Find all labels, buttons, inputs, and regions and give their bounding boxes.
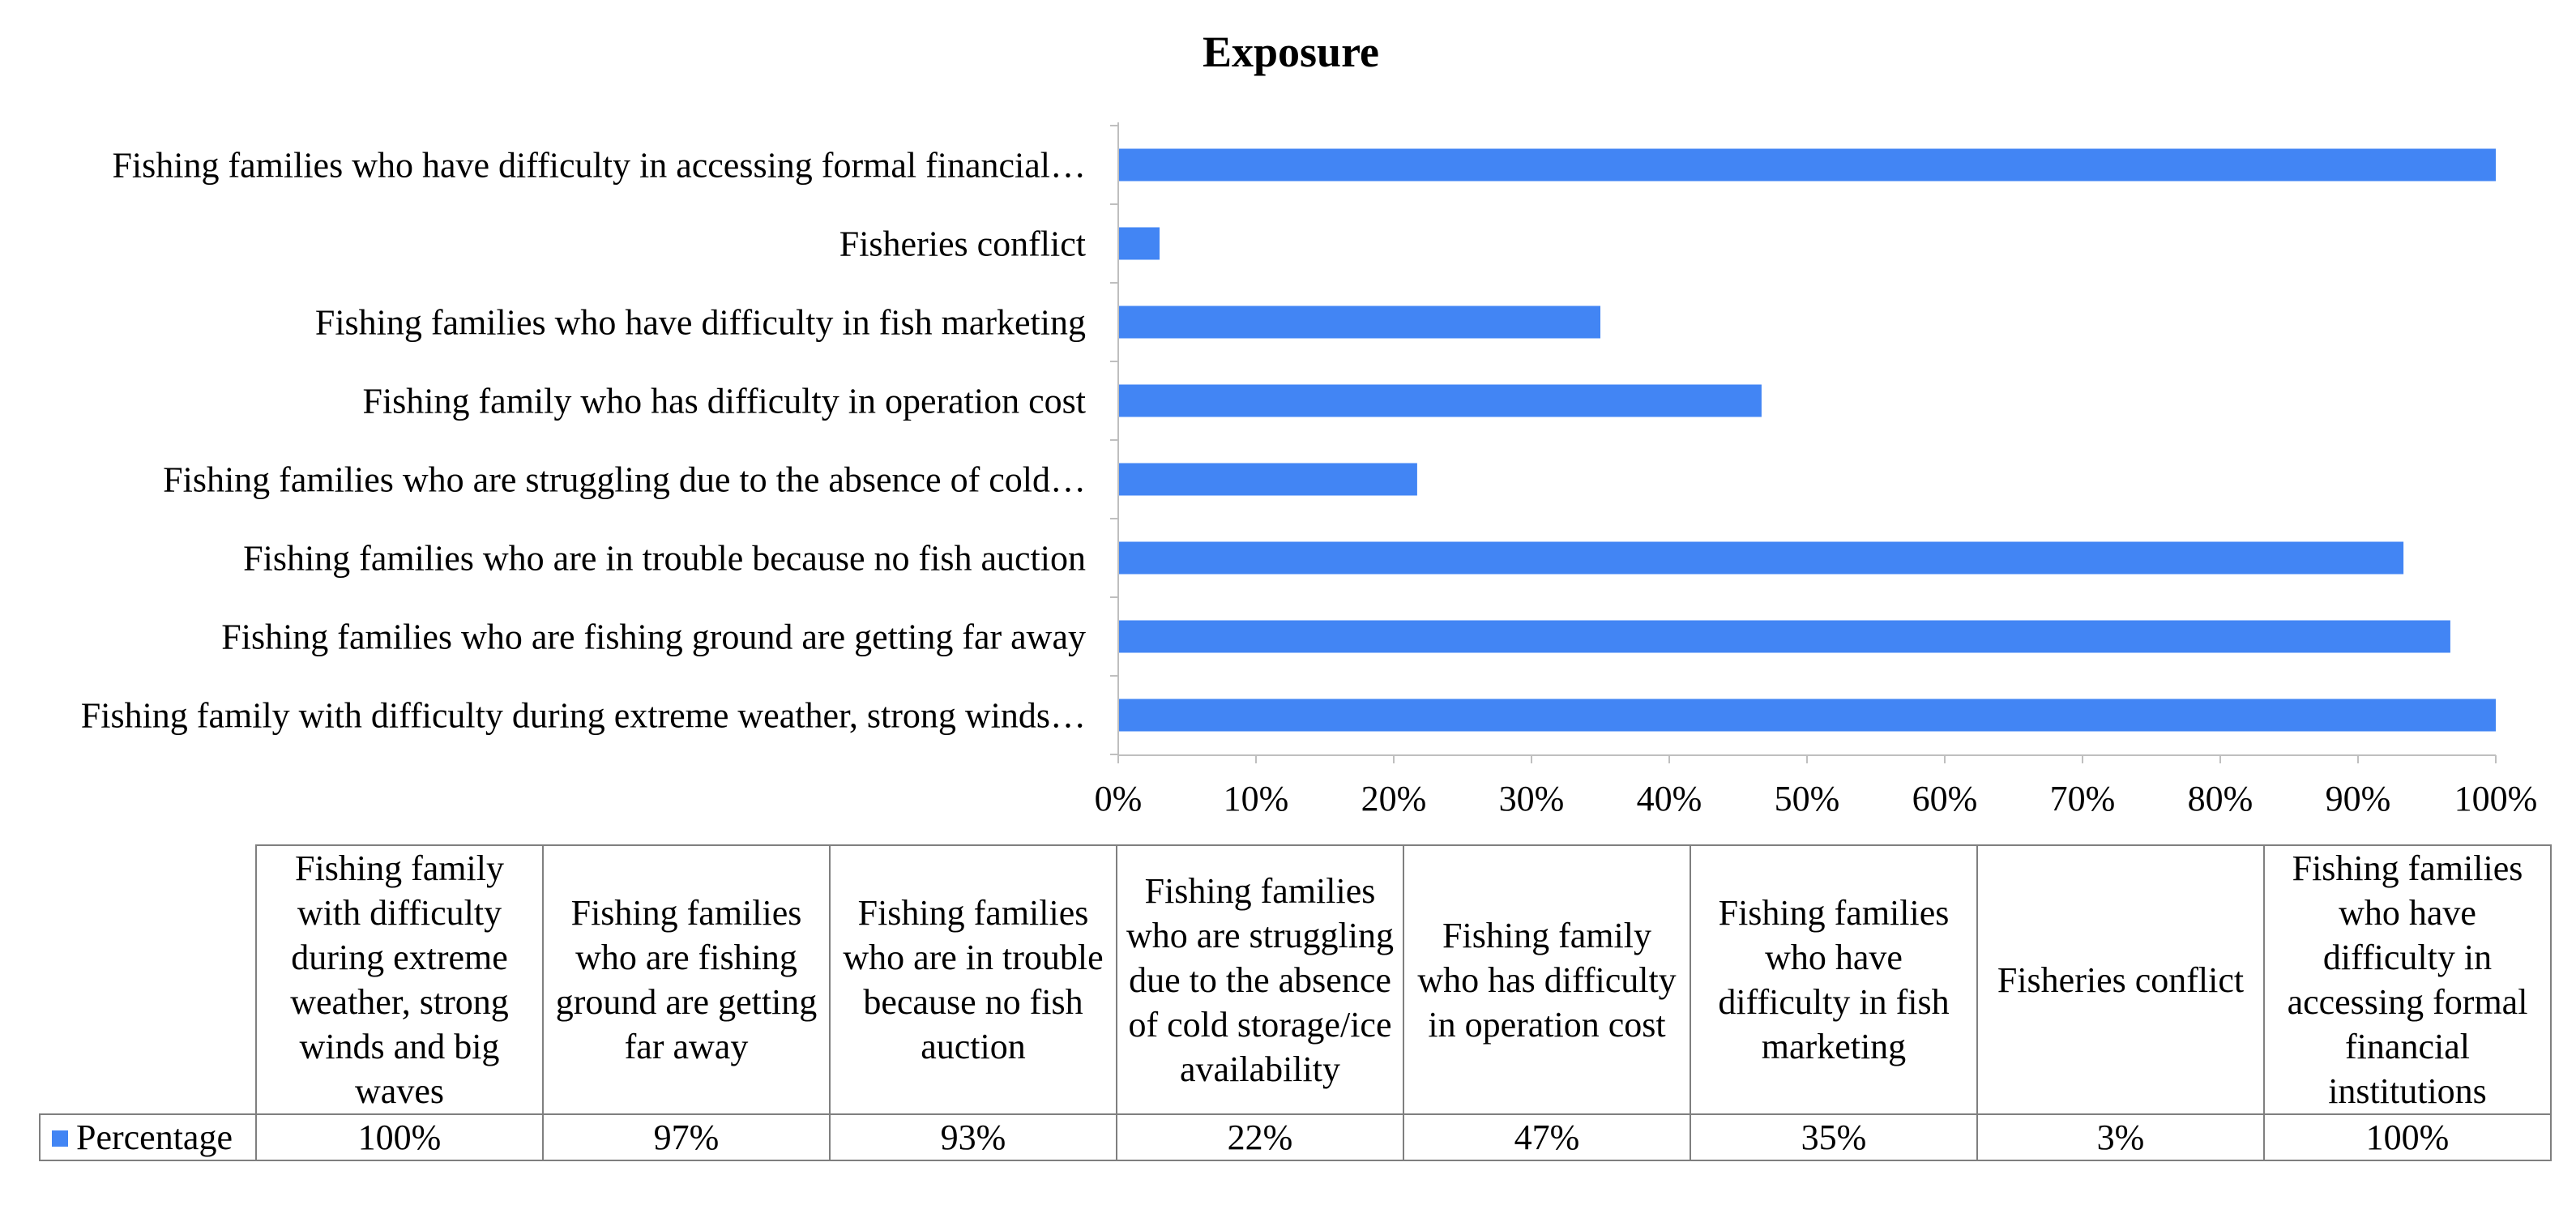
table-value-row: Percentage 100% 97% 93% 22% 47% 35% 3% 100% xyxy=(39,1113,2552,1161)
table-header-row: Fishing family with difficulty during ex… xyxy=(40,844,2552,1115)
table-value-cell: 47% xyxy=(1403,1113,1691,1161)
table-value-cell: 22% xyxy=(1116,1113,1404,1161)
bar-4 xyxy=(1118,463,1417,496)
table-header-cell: Fishing families who have difficulty in … xyxy=(1690,844,1978,1115)
x-tick-label: 40% xyxy=(1637,779,1702,818)
x-tick-label: 80% xyxy=(2188,779,2253,818)
table-value-cell: 100% xyxy=(2263,1113,2552,1161)
bar-3 xyxy=(1118,541,2404,575)
x-tick-labels: 0% 10% 20% 30% 40% 50% 60% 70% 80% 90% 100% xyxy=(1095,779,2538,818)
x-tick-label: 70% xyxy=(2050,779,2116,818)
table-header-cell: Fishing families who are fishing ground … xyxy=(542,844,831,1115)
series-name: Percentage xyxy=(76,1117,233,1157)
legend-swatch-icon xyxy=(52,1130,68,1147)
category-label-8: Fishing families who have difficulty in … xyxy=(112,146,1086,186)
x-tick-label: 50% xyxy=(1775,779,1840,818)
category-label-4: Fishing families who are struggling due … xyxy=(163,460,1086,500)
category-label-5: Fishing family who has difficulty in ope… xyxy=(362,382,1086,421)
bar-7 xyxy=(1118,227,1160,260)
x-tick-label: 20% xyxy=(1361,779,1427,818)
category-label-3: Fishing families who are in trouble beca… xyxy=(243,539,1086,579)
axes xyxy=(1110,122,2497,763)
bar-8 xyxy=(1118,148,2496,182)
category-label-2: Fishing families who are fishing ground … xyxy=(221,617,1086,657)
category-labels: Fishing family with difficulty during ex… xyxy=(81,146,1086,736)
table-value-cell: 100% xyxy=(255,1113,544,1161)
x-tick-label: 90% xyxy=(2326,779,2391,818)
table-header-cell: Fishing families who are struggling due … xyxy=(1116,844,1404,1115)
legend-series-cell: Percentage xyxy=(39,1113,257,1161)
table-value-cell: 3% xyxy=(1976,1113,2265,1161)
table-header-cell: Fishing families who are in trouble beca… xyxy=(829,844,1117,1115)
x-tick-label: 30% xyxy=(1499,779,1565,818)
bars-group xyxy=(1118,148,2496,732)
table-value-cell: 35% xyxy=(1690,1113,1978,1161)
table-corner-cell xyxy=(40,845,257,1115)
table-header-cell: Fishing family who has difficulty in ope… xyxy=(1403,844,1691,1115)
x-tick-label: 10% xyxy=(1224,779,1289,818)
category-label-7: Fisheries conflict xyxy=(839,224,1086,264)
table-header-cell: Fishing families who have difficulty in … xyxy=(2263,844,2552,1115)
bar-1 xyxy=(1118,699,2496,732)
bar-6 xyxy=(1118,306,1600,339)
bar-5 xyxy=(1118,384,1762,417)
table-value-cell: 97% xyxy=(542,1113,831,1161)
table-header-cell: Fisheries conflict xyxy=(1976,844,2265,1115)
category-label-6: Fishing families who have difficulty in … xyxy=(315,303,1086,343)
x-tick-label: 60% xyxy=(1912,779,1978,818)
table-value-cell: 93% xyxy=(829,1113,1117,1161)
bar-2 xyxy=(1118,620,2450,653)
x-tick-label: 100% xyxy=(2454,779,2538,818)
data-table: Fishing family with difficulty during ex… xyxy=(39,844,2552,1161)
x-tick-label: 0% xyxy=(1095,779,1143,818)
category-label-1: Fishing family with difficulty during ex… xyxy=(81,696,1086,736)
table-header-cell: Fishing family with difficulty during ex… xyxy=(255,844,544,1115)
chart-title: Exposure xyxy=(1203,28,1379,76)
